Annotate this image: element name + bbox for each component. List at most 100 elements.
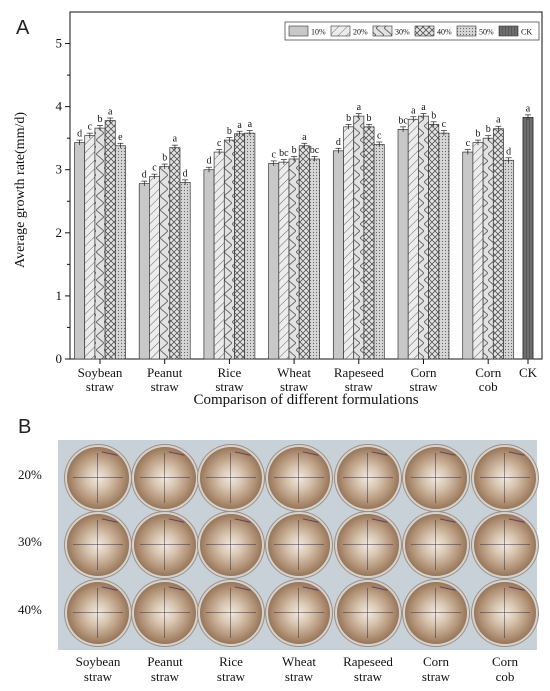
- petri-dish: [67, 582, 129, 644]
- y-tick-label: 4: [56, 99, 63, 114]
- bar: [84, 135, 96, 360]
- significance-letter: a: [108, 107, 113, 118]
- bar: [522, 117, 534, 360]
- significance-letter: bc: [398, 115, 408, 126]
- petri-dish: [474, 582, 536, 644]
- y-tick-label: 2: [56, 225, 63, 240]
- petri-dish: [134, 447, 196, 509]
- significance-letter: b: [98, 114, 103, 125]
- significance-letter: c: [88, 122, 93, 133]
- y-tick-label: 1: [56, 288, 63, 303]
- bar: [418, 115, 429, 360]
- bar: [94, 127, 106, 360]
- petri-dish: [268, 514, 330, 576]
- y-tick-label: 3: [56, 162, 63, 177]
- significance-letter: d: [207, 156, 212, 167]
- legend-swatch: [456, 25, 477, 37]
- significance-letter: c: [442, 119, 447, 130]
- bar: [268, 163, 280, 360]
- photo-row-label: 30%: [18, 534, 42, 549]
- significance-letter: c: [271, 149, 276, 160]
- significance-letter: a: [248, 119, 253, 130]
- significance-letter: a: [411, 105, 416, 116]
- legend: 10% 20% 30% 40% 50% CK: [284, 21, 540, 41]
- petri-dish: [268, 582, 330, 644]
- bar: [492, 128, 504, 360]
- photo-column-label: Wheat straw: [282, 654, 316, 684]
- significance-letter: c: [377, 130, 382, 141]
- significance-letter: b: [162, 153, 167, 164]
- significance-letter: a: [302, 132, 307, 143]
- significance-letter: d: [336, 137, 341, 148]
- x-tick-label: Wheat straw: [277, 365, 311, 394]
- legend-swatch: [414, 25, 435, 37]
- bar: [278, 161, 290, 360]
- significance-letter: d: [183, 168, 188, 179]
- photo-column-label: Peanut straw: [147, 654, 183, 684]
- petri-dish: [337, 514, 399, 576]
- x-tick-label: Peanut straw: [147, 365, 183, 394]
- x-tick-label: Rapeseed straw: [334, 365, 384, 394]
- x-tick-label: Corn cob: [475, 365, 502, 394]
- petri-dish: [67, 514, 129, 576]
- petri-dish: [474, 514, 536, 576]
- petri-dish: [405, 447, 467, 509]
- significance-letter: a: [173, 134, 178, 145]
- legend-swatch: [372, 25, 393, 37]
- photo-column-label: Rice straw: [216, 654, 246, 684]
- bar: [169, 147, 181, 360]
- petri-dish: [405, 582, 467, 644]
- significance-letter: b: [486, 124, 491, 135]
- bar: [213, 151, 225, 360]
- bar: [138, 183, 150, 360]
- photo-column-label: Corn straw: [421, 654, 451, 684]
- significance-letter: d: [142, 170, 147, 181]
- legend-label: 50%: [479, 28, 494, 37]
- bar: [298, 145, 310, 360]
- significance-letter: c: [152, 163, 157, 174]
- legend-label: CK: [521, 28, 532, 37]
- bar: [373, 144, 385, 360]
- significance-letter: a: [237, 120, 242, 131]
- photo-column-label: Soybean straw: [75, 654, 121, 684]
- significance-letter: a: [526, 103, 531, 114]
- bars-group: [74, 113, 534, 360]
- significance-letter: b: [476, 129, 481, 140]
- panel-letter-a: A: [16, 17, 30, 39]
- bar: [462, 151, 474, 360]
- bar: [482, 137, 494, 360]
- bar: [363, 126, 375, 360]
- petri-dish: [67, 447, 129, 509]
- y-axis-label: Average growth rate(mm/d): [13, 112, 28, 268]
- bar: [149, 176, 160, 360]
- bar: [353, 115, 365, 360]
- significance-letter: d: [77, 129, 82, 140]
- significance-letter: b: [346, 113, 351, 124]
- photo-column-label: Corn cob: [492, 654, 518, 684]
- bar: [104, 120, 116, 360]
- bar: [332, 150, 344, 360]
- bar: [203, 169, 215, 360]
- legend-label: 40%: [437, 28, 452, 37]
- y-tick-label: 0: [56, 351, 63, 366]
- bar: [114, 145, 126, 360]
- x-tick-label: Rice straw: [215, 365, 244, 394]
- bar: [288, 158, 300, 360]
- photo-row-label: 40%: [18, 602, 42, 617]
- legend-label: 20%: [353, 28, 368, 37]
- x-tick-label: Corn straw: [409, 365, 438, 394]
- significance-letter: d: [506, 146, 511, 157]
- bar: [309, 158, 320, 360]
- petri-dish: [200, 514, 262, 576]
- bar: [179, 181, 191, 360]
- bar: [74, 142, 86, 360]
- petri-dish: [134, 582, 196, 644]
- legend-swatch: [498, 25, 519, 37]
- significance-letter: a: [357, 102, 362, 113]
- bar: [343, 126, 355, 360]
- legend-label: 30%: [395, 28, 410, 37]
- significance-letter: c: [217, 138, 222, 149]
- bar: [159, 166, 171, 360]
- significance-letter: b: [367, 113, 372, 124]
